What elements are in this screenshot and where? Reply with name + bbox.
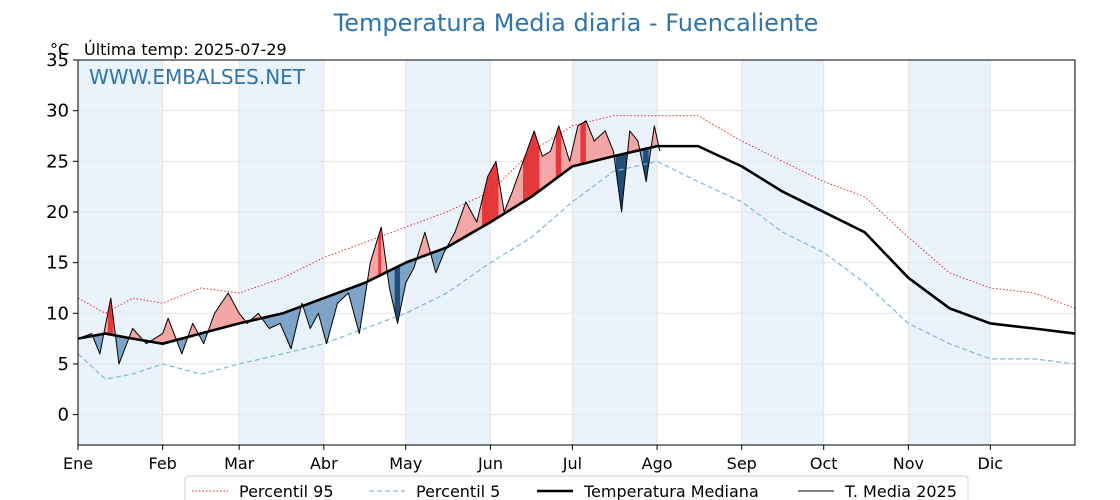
line-percentil-95 xyxy=(77,115,1076,314)
x-tick-label-sep: Sep xyxy=(727,454,757,473)
line-percentil-5 xyxy=(77,160,1076,380)
y-tick-label: 20 xyxy=(46,202,69,223)
legend-box xyxy=(184,475,969,500)
fill-below-median xyxy=(269,315,273,329)
fill-above-median xyxy=(492,161,497,221)
fill-above-median xyxy=(533,130,538,196)
watermark: WWW.EMBALSES.NET xyxy=(89,65,306,89)
y-tick-label: 35 xyxy=(46,50,69,71)
x-tick-label-oct: Oct xyxy=(810,454,838,473)
x-tick-label-ago: Ago xyxy=(642,454,673,473)
fill-above-median xyxy=(583,120,587,164)
chart-title: Temperatura Media diaria - Fuencaliente xyxy=(333,9,819,37)
fill-above-median xyxy=(531,130,535,198)
fill-above-median xyxy=(528,138,532,199)
y-tick-label: 30 xyxy=(46,101,69,122)
fill-above-median xyxy=(225,292,229,328)
x-axis-ticks: Ene Feb Mar Abr May Jun Jul Ago Sep Oct Nov Dic xyxy=(63,445,1003,473)
fill-above-median xyxy=(599,132,603,160)
y-tick-label: 0 xyxy=(58,405,69,426)
y-tick-label: 5 xyxy=(58,354,69,375)
fill-above-median xyxy=(596,135,600,161)
y-tick-label: 15 xyxy=(46,253,69,274)
y-tick-label: 10 xyxy=(46,303,69,324)
fill-above-median xyxy=(547,150,551,186)
x-tick-label-ene: Ene xyxy=(63,454,93,473)
plot-frame xyxy=(77,59,1076,446)
month-band-ene xyxy=(78,60,163,445)
y-axis-ticks: 0 5 10 15 20 25 30 35 xyxy=(46,50,78,426)
legend-label-p5: Percentil 5 xyxy=(416,482,500,500)
fill-above-median xyxy=(594,138,598,162)
fill-above-median xyxy=(490,166,494,223)
x-tick-label-jun: Jun xyxy=(477,454,503,473)
line-t-media-2025 xyxy=(77,120,661,365)
y-axis-unit: °C xyxy=(50,40,69,59)
x-tick-label-may: May xyxy=(389,454,422,473)
month-band-nov xyxy=(908,60,991,445)
fill-above-median xyxy=(222,296,226,329)
fill-above-median xyxy=(577,123,581,166)
x-tick-label-jul: Jul xyxy=(562,454,582,473)
x-tick-label-dic: Dic xyxy=(978,454,1004,473)
fill-above-median xyxy=(542,154,546,190)
last-temperature-label: Última temp: 2025-07-29 xyxy=(84,40,287,59)
month-band-jul xyxy=(572,60,658,445)
fill-above-median xyxy=(602,130,606,160)
series-lines xyxy=(77,115,1076,380)
x-tick-label-mar: Mar xyxy=(224,454,255,473)
legend-label-p95: Percentil 95 xyxy=(239,482,334,500)
month-bands xyxy=(78,60,991,445)
fill-above-median xyxy=(487,171,491,225)
legend: Percentil 95 Percentil 5 Temperatura Med… xyxy=(184,475,969,500)
legend-label-2025: T. Media 2025 xyxy=(844,482,957,500)
x-tick-label-abr: Abr xyxy=(310,454,338,473)
x-tick-label-nov: Nov xyxy=(893,454,924,473)
fill-above-median xyxy=(580,122,584,165)
month-band-mar xyxy=(239,60,324,445)
line-temperatura-mediana xyxy=(77,144,1076,345)
y-tick-label: 25 xyxy=(46,151,69,172)
fill-above-median xyxy=(544,152,549,188)
legend-label-median: Temperatura Mediana xyxy=(583,482,759,500)
month-band-sep xyxy=(741,60,824,445)
x-tick-label-feb: Feb xyxy=(149,454,177,473)
